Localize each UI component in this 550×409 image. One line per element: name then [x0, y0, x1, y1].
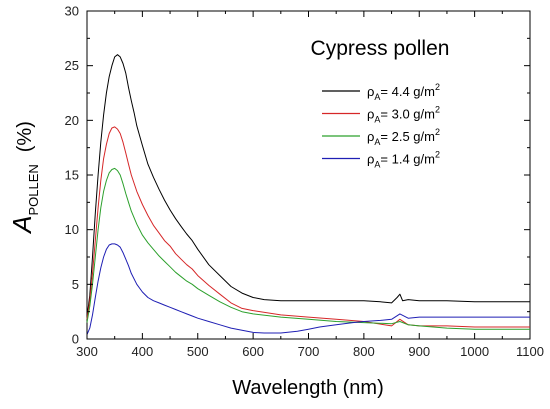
- y-tick-label: 30: [65, 4, 79, 19]
- y-tick-label: 5: [72, 277, 79, 292]
- x-tick-label: 800: [353, 344, 375, 359]
- x-tick-label: 1100: [516, 344, 544, 359]
- y-tick-label: 0: [72, 332, 79, 347]
- series-line-1: [86, 54, 530, 318]
- legend-entry-1: ρA= 4.4 g/m2: [322, 82, 440, 102]
- series-line-2: [86, 126, 530, 328]
- plot-frame: [86, 10, 531, 340]
- y-axis-title-main: A: [7, 216, 37, 235]
- x-axis-title: Wavelength (nm): [232, 377, 384, 399]
- y-axis-title-subscript: POLLEN: [26, 164, 41, 215]
- legend-label-4: ρA= 1.4 g/m2: [367, 150, 440, 170]
- x-tick-label: 1000: [460, 344, 489, 359]
- legend-entry-2: ρA= 3.0 g/m2: [322, 105, 440, 125]
- y-tick-label: 10: [65, 222, 79, 237]
- legend-label-1: ρA= 4.4 g/m2: [367, 82, 440, 102]
- x-tick-label: 400: [132, 344, 154, 359]
- series-layer: [86, 54, 530, 335]
- y-tick-label: 25: [65, 58, 79, 73]
- y-tick-label: 15: [65, 168, 79, 183]
- y-tick-label: 20: [65, 113, 79, 128]
- legend-entry-4: ρA= 1.4 g/m2: [322, 150, 440, 170]
- series-line-4: [86, 243, 530, 335]
- legend-entry-3: ρA= 2.5 g/m2: [322, 127, 440, 147]
- x-tick-label: 300: [76, 344, 98, 359]
- x-tick-label: 600: [242, 344, 264, 359]
- x-tick-label: 500: [187, 344, 209, 359]
- x-tick-label: 900: [408, 344, 430, 359]
- x-tick-label: 700: [298, 344, 320, 359]
- series-line-3: [86, 167, 530, 330]
- legend-label-2: ρA= 3.0 g/m2: [367, 105, 440, 125]
- ticks-layer: 300 400 500 600 700 800 900 1000 1100 0 5 10 15 20 25 3…: [65, 4, 544, 360]
- legend-label-3: ρA= 2.5 g/m2: [367, 127, 440, 147]
- y-axis-title: APOLLEN (%): [7, 121, 41, 235]
- y-axis-title-unit: (%): [14, 121, 36, 152]
- chart-title: Cypress pollen: [311, 37, 450, 60]
